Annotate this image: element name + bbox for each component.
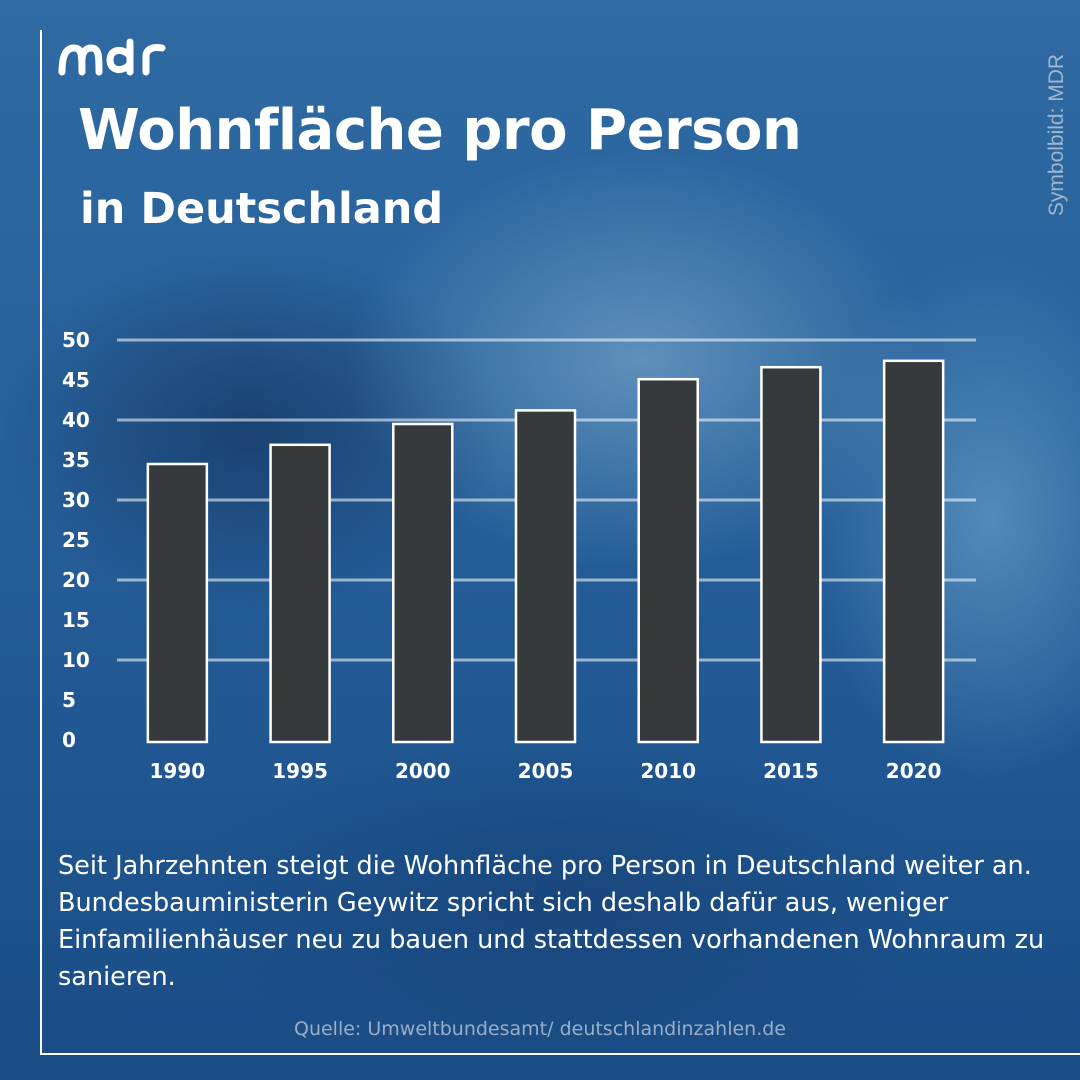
chart-subtitle: in Deutschland [80, 184, 444, 234]
y-tick-label-25: 25 [62, 528, 90, 552]
y-tick-label-30: 30 [62, 488, 90, 512]
source-note: Quelle: Umweltbundesamt/ deutschlandinza… [293, 1018, 786, 1040]
y-tick-label-0: 0 [62, 728, 76, 752]
x-tick-label-2010: 2010 [640, 759, 696, 783]
y-axis-ticks: 0 5 10 15 20 25 30 35 40 45 50 [62, 328, 90, 752]
x-tick-label-1995: 1995 [272, 759, 328, 783]
bar-2015 [760, 365, 822, 744]
y-tick-label-15: 15 [62, 608, 90, 632]
frame-line-left [40, 30, 42, 1055]
x-axis-ticks: 1990 1995 2000 2005 2010 2015 2020 [150, 759, 942, 783]
x-tick-label-1990: 1990 [150, 759, 206, 783]
bar-2010 [637, 377, 699, 744]
bar-chart: 0 5 10 15 20 25 30 35 40 45 50 1990 1995 2000 2005 201… [62, 328, 976, 783]
y-tick-label-5: 5 [62, 688, 76, 712]
x-tick-label-2020: 2020 [886, 759, 942, 783]
chart-title: Wohnfläche pro Person [78, 98, 802, 163]
x-tick-label-2015: 2015 [763, 759, 819, 783]
mdr-logo [58, 38, 198, 82]
bar-2020 [882, 359, 945, 744]
x-tick-label-2000: 2000 [395, 759, 451, 783]
bars [146, 359, 945, 744]
description-text: Seit Jahrzehnten steigt die Wohnfläche p… [58, 851, 1045, 992]
frame-line-bottom [40, 1053, 1080, 1055]
bar-2005 [514, 409, 577, 744]
y-tick-label-10: 10 [62, 648, 90, 672]
y-tick-label-50: 50 [62, 328, 90, 352]
mdr-logo-icon [58, 38, 166, 76]
y-tick-label-45: 45 [62, 368, 90, 392]
x-tick-label-2005: 2005 [518, 759, 574, 783]
y-tick-label-35: 35 [62, 448, 90, 472]
bar-2000 [392, 422, 454, 744]
bar-1990 [146, 462, 209, 744]
bar-1995 [269, 443, 331, 744]
y-tick-label-40: 40 [62, 408, 90, 432]
y-tick-label-20: 20 [62, 568, 90, 592]
